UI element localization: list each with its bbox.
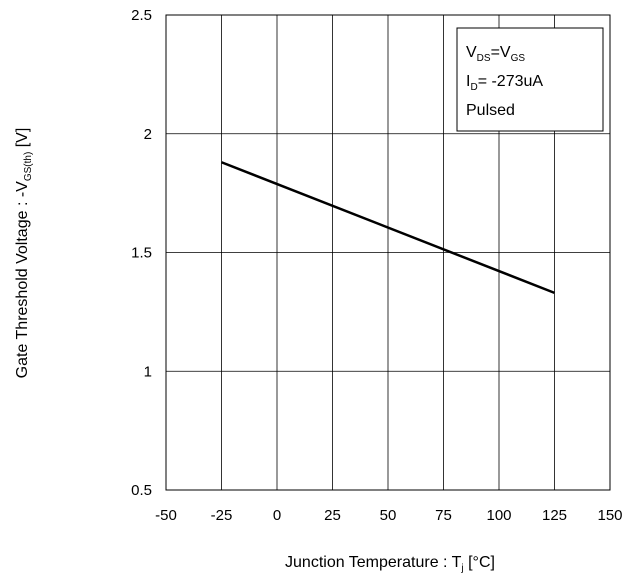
legend-box [456, 27, 604, 132]
x-tick-label: 25 [324, 507, 341, 524]
x-tick-labels: -50 -25 0 25 50 75 100 125 150 [155, 507, 622, 524]
y-tick-label: 1.5 [131, 245, 152, 262]
y-axis-label: Gate Threshold Voltage : -VGS(th) [V] [14, 128, 34, 379]
x-tick-label: 75 [435, 507, 452, 524]
x-tick-label: 125 [542, 507, 567, 524]
y-tick-label: 0.5 [131, 482, 152, 499]
x-tick-label: 100 [486, 507, 511, 524]
x-axis-label: Junction Temperature : Tj [°C] [285, 554, 495, 574]
series-layer [221, 161, 555, 295]
y-tick-label: 1 [144, 363, 152, 380]
legend-line-pulsed: Pulsed [466, 102, 515, 119]
x-tick-label: -50 [155, 507, 177, 524]
x-tick-label: 0 [273, 507, 281, 524]
legend-line-vds-vgs: VDS=VGS [466, 44, 525, 64]
y-tick-label: 2.5 [131, 7, 152, 24]
x-tick-label: 150 [597, 507, 622, 524]
x-tick-label: -25 [211, 507, 233, 524]
plot-frame [165, 14, 611, 491]
y-tick-labels: 0.5 1 1.5 2 2.5 [131, 7, 152, 499]
legend: VDS=VGS ID= -273uA Pulsed [456, 27, 604, 132]
series-line [221, 161, 555, 295]
x-tick-label: 50 [380, 507, 397, 524]
legend-line-id: ID= -273uA [466, 73, 543, 93]
y-tick-label: 2 [144, 126, 152, 143]
